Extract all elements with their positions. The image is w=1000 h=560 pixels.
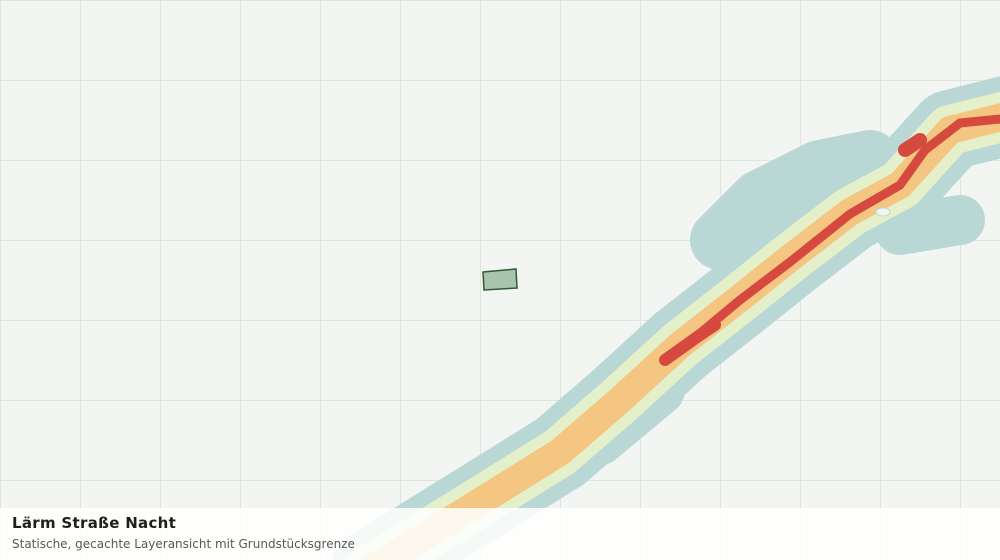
parcel-boundary <box>482 268 518 291</box>
noise-bands <box>331 76 1000 560</box>
layer-title: Lärm Straße Nacht <box>12 514 177 532</box>
layer-subtitle: Statische, gecachte Layeransicht mit Gru… <box>12 537 355 551</box>
info-panel: Lärm Straße Nacht Statische, gecachte La… <box>0 508 1000 560</box>
gap <box>875 207 891 217</box>
